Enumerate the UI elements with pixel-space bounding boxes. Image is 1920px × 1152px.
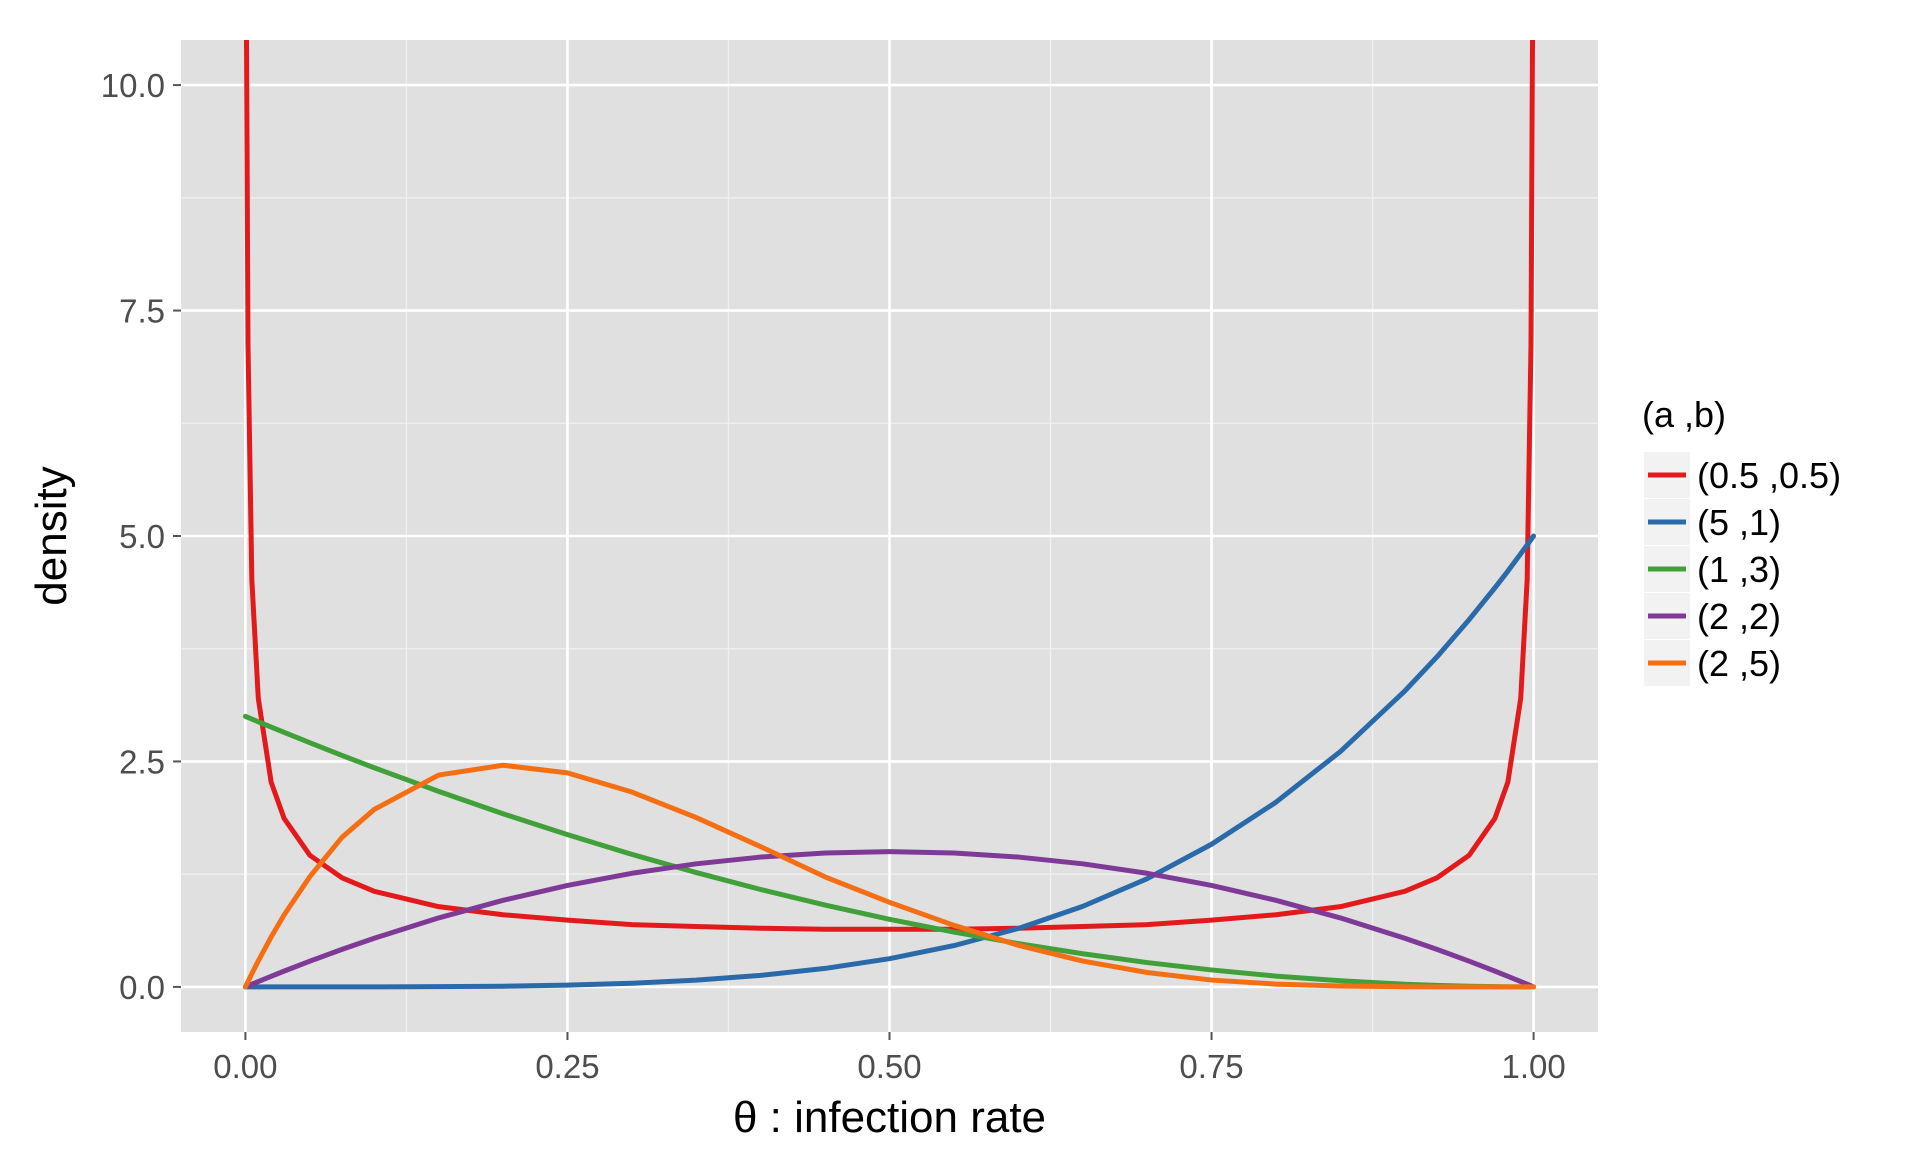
y-axis-title: density [27,466,76,605]
legend-label: (5 ,1) [1697,502,1781,543]
y-axis-ticks: 0.0 2.5 5.0 7.5 10.0 [101,67,181,1006]
x-axis-ticks: 0.00 0.25 0.50 0.75 1.00 [213,1032,1566,1085]
x-tick-label: 0.00 [213,1048,277,1085]
y-tick-label: 2.5 [119,743,165,780]
x-axis-title: θ : infection rate [733,1093,1046,1142]
x-tick-label: 0.25 [535,1048,599,1085]
series-line [242,533,1537,990]
x-tick-label: 0.50 [857,1048,921,1085]
legend-label: (1 ,3) [1697,549,1781,590]
legend-items: (0.5 ,0.5) (5 ,1) (1 ,3) (2 ,2) (2 ,5) [1644,452,1841,686]
legend-title: (a ,b) [1642,394,1726,435]
series-lines [242,40,1537,990]
y-tick-label: 7.5 [119,293,165,330]
legend-label: (0.5 ,0.5) [1697,455,1841,496]
y-tick-label: 5.0 [119,518,165,555]
legend-label: (2 ,2) [1697,596,1781,637]
series-line [242,762,1537,990]
series-line [242,849,1537,990]
series-line [243,40,1536,932]
x-tick-label: 0.75 [1179,1048,1243,1085]
legend: (a ,b) (0.5 ,0.5) (5 ,1) (1 ,3) (2 ,2) (2 ,5… [1642,394,1841,686]
legend-label: (2 ,5) [1697,643,1781,684]
x-tick-label: 1.00 [1501,1048,1565,1085]
y-tick-label: 0.0 [119,969,165,1006]
y-tick-label: 10.0 [101,67,165,104]
